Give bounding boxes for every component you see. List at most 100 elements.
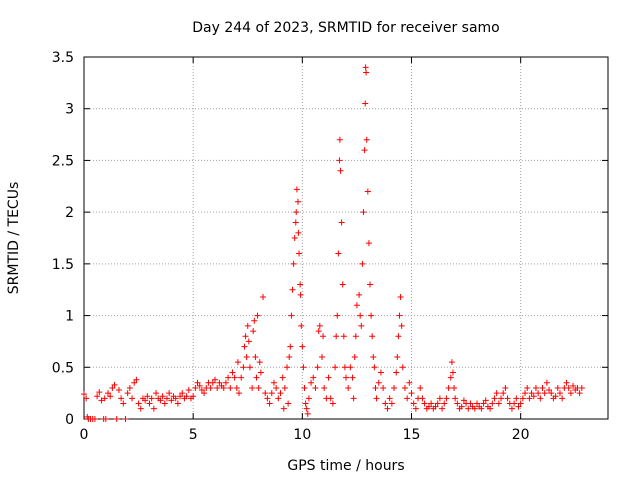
x-tick-label: 15 — [403, 427, 421, 443]
data-point — [124, 390, 131, 397]
data-point — [478, 405, 485, 412]
data-point — [174, 400, 181, 407]
data-point — [298, 322, 305, 329]
data-point — [115, 387, 122, 394]
data-point — [425, 403, 432, 410]
data-point — [399, 364, 406, 371]
data-point — [242, 333, 249, 340]
data-point — [245, 338, 252, 345]
data-point — [439, 405, 446, 412]
data-point — [408, 390, 415, 397]
x-axis-label: GPS time / hours — [287, 458, 404, 474]
data-point — [338, 219, 345, 226]
data-point — [335, 250, 342, 257]
data-point — [375, 379, 382, 386]
data-point — [487, 405, 494, 412]
data-point — [275, 395, 282, 402]
data-point — [526, 395, 533, 402]
data-point — [294, 198, 301, 205]
data-point — [519, 395, 526, 402]
data-point — [396, 312, 403, 319]
data-point — [118, 395, 125, 402]
data-point — [502, 384, 509, 391]
data-point — [447, 374, 454, 381]
data-point — [452, 395, 459, 402]
data-point — [91, 416, 98, 422]
data-point — [353, 302, 360, 309]
data-point — [443, 395, 450, 402]
data-point — [432, 403, 439, 410]
data-point — [369, 333, 376, 340]
data-point — [397, 293, 404, 300]
data-point — [146, 400, 153, 407]
data-point — [539, 384, 546, 391]
data-point — [347, 364, 354, 371]
data-point — [255, 384, 262, 391]
y-tick-label: 3 — [65, 102, 74, 118]
data-point — [556, 390, 563, 397]
data-point — [421, 400, 428, 407]
data-point — [126, 384, 133, 391]
data-point — [284, 364, 291, 371]
data-point — [295, 229, 302, 236]
data-point — [285, 400, 292, 407]
data-point — [368, 312, 375, 319]
data-point — [377, 369, 384, 376]
data-point — [495, 400, 502, 407]
data-point — [552, 393, 559, 400]
data-point — [137, 405, 144, 412]
data-point — [349, 374, 356, 381]
data-point — [236, 390, 243, 397]
data-point — [522, 390, 529, 397]
data-point — [316, 322, 323, 329]
data-point — [131, 379, 138, 386]
grid-lines — [84, 57, 608, 419]
data-point — [292, 219, 299, 226]
x-tick-label: 0 — [80, 427, 89, 443]
data-point — [578, 384, 585, 391]
data-points — [81, 64, 585, 422]
data-point — [480, 400, 487, 407]
data-point — [524, 384, 531, 391]
data-point — [262, 390, 269, 397]
data-point — [345, 384, 352, 391]
data-point — [290, 260, 297, 267]
data-point — [371, 364, 378, 371]
y-tick-label: 0.5 — [52, 360, 74, 376]
data-point — [333, 333, 340, 340]
data-point — [303, 405, 310, 412]
data-point — [532, 384, 539, 391]
data-point — [365, 240, 372, 247]
data-point — [362, 64, 369, 71]
data-point — [249, 384, 256, 391]
data-point — [554, 384, 561, 391]
data-point — [419, 395, 426, 402]
data-point — [559, 395, 566, 402]
data-point — [301, 384, 308, 391]
data-point — [293, 209, 300, 216]
data-point — [410, 400, 417, 407]
data-point — [537, 395, 544, 402]
data-point — [297, 291, 304, 298]
data-point — [337, 167, 344, 174]
data-point — [102, 416, 109, 422]
data-point — [515, 403, 522, 410]
data-point — [135, 400, 142, 407]
data-point — [177, 393, 184, 400]
data-point — [364, 188, 371, 195]
data-point — [216, 379, 223, 386]
data-point — [318, 353, 325, 360]
data-point — [264, 395, 271, 402]
data-point — [327, 395, 334, 402]
data-point — [246, 364, 253, 371]
data-point — [351, 353, 358, 360]
data-point — [179, 390, 186, 397]
x-tick-label: 20 — [512, 427, 530, 443]
data-point — [451, 384, 458, 391]
data-point — [513, 395, 520, 402]
data-point — [541, 390, 548, 397]
data-point — [340, 333, 347, 340]
data-point — [279, 374, 286, 381]
data-point — [142, 397, 149, 404]
data-point — [196, 382, 203, 389]
